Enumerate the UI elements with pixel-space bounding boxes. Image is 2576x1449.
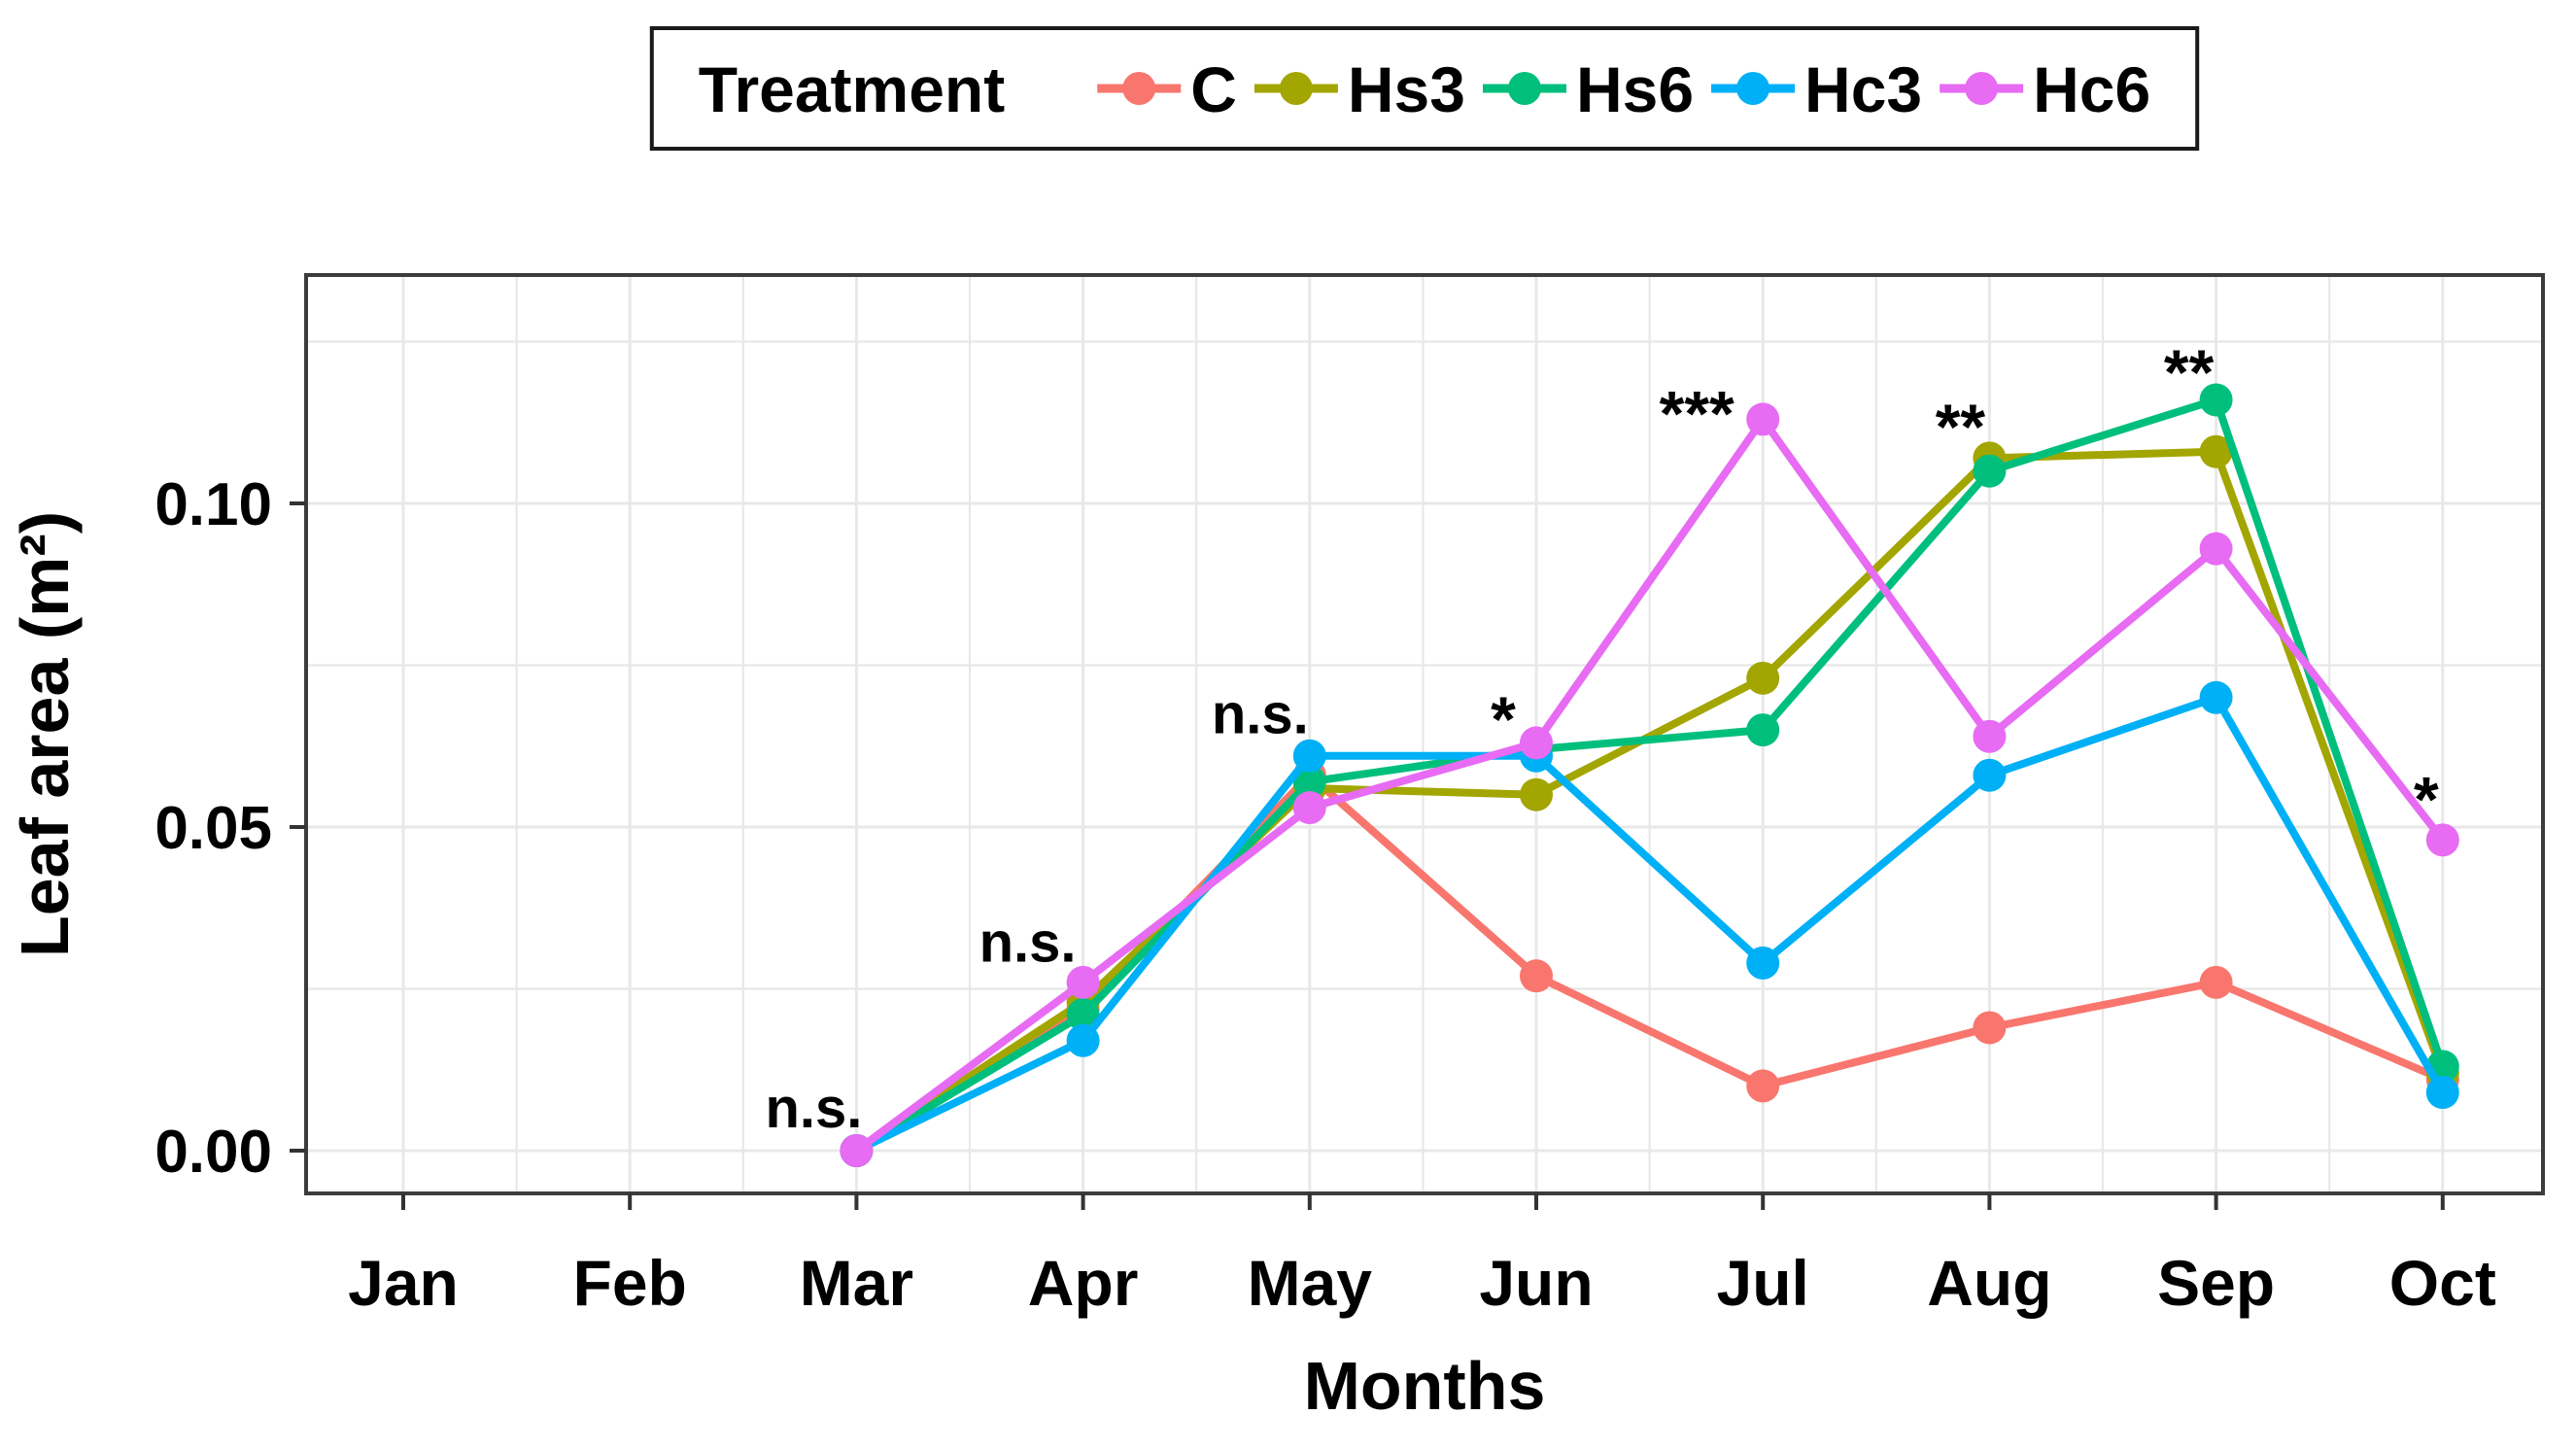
data-point-Hs6 [1746, 713, 1780, 747]
panel-border [304, 273, 2545, 1195]
significance-annotation-Sep: ** [2164, 336, 2215, 408]
data-point-Hc6 [1066, 965, 1100, 999]
legend-box: Treatment C Hs3 Hs6 Hc3 Hc6 [649, 26, 2200, 151]
data-point-Hc6 [1292, 791, 1326, 825]
data-point-Hs6 [2199, 383, 2233, 417]
data-point-C [1520, 959, 1553, 993]
data-point-C [1746, 1069, 1780, 1103]
data-point-Hc3 [1066, 1023, 1100, 1057]
data-point-Hc6 [1520, 726, 1553, 760]
significance-annotation-Aug: ** [1936, 391, 1986, 463]
legend-title: Treatment [699, 53, 1005, 125]
data-point-Hs6 [1292, 765, 1326, 799]
x-tick-label: Oct [2389, 1247, 2496, 1319]
data-point-Hc6 [2425, 823, 2459, 857]
x-tick-label: Jan [348, 1247, 459, 1319]
data-point-Hc6 [840, 1134, 874, 1167]
data-point-Hs3 [1520, 777, 1553, 811]
x-tick-label: Mar [800, 1247, 913, 1319]
plot-panel [306, 275, 2543, 1193]
y-tick-label: 0.10 [155, 471, 272, 538]
series-Hc6 [840, 402, 2459, 1167]
legend-entry-label: Hs3 [1348, 53, 1465, 125]
data-point-Hs3 [1746, 661, 1780, 695]
significance-annotation-Mar: n.s. [765, 1077, 862, 1140]
legend-entry-Hc3: Hc3 [1711, 53, 1922, 125]
legend-entry-label: Hc3 [1804, 53, 1922, 125]
data-point-Hc3 [1292, 739, 1326, 773]
legend-border [649, 26, 2200, 151]
legend-entry-label: C [1190, 53, 1237, 125]
legend-point-marker-icon [1965, 72, 1999, 105]
legend-entry-label: Hs6 [1576, 53, 1694, 125]
data-point-Hc6 [2199, 532, 2233, 566]
data-point-C [1973, 1011, 2007, 1045]
legend-entry-Hc6: Hc6 [1940, 53, 2150, 125]
y-axis-title: Leaf area (m²) [7, 511, 83, 957]
annotations: n.s.n.s.n.s. **** ***** [765, 336, 2439, 1140]
axis-ticks [290, 501, 2445, 1210]
legend-point-marker-icon [1736, 72, 1770, 105]
x-tick-label: Feb [573, 1247, 687, 1319]
series-line-Hc3 [852, 693, 2447, 1155]
x-tick-label: Sep [2157, 1247, 2275, 1319]
significance-annotation-Apr: n.s. [979, 912, 1077, 975]
legend-point-marker-icon [1122, 72, 1156, 105]
data-point-Hc3 [1746, 946, 1780, 980]
x-axis-title: Months [1304, 1348, 1546, 1424]
y-tick-label: 0.00 [155, 1119, 272, 1186]
data-point-Hc6 [1973, 719, 2007, 753]
legend-point-marker-icon [1279, 72, 1313, 105]
data-point-C [2199, 965, 2233, 999]
significance-annotation-Jun: * [1491, 683, 1516, 755]
series-line-Hs6 [852, 396, 2447, 1155]
data-point-Hs6 [1973, 454, 2007, 488]
x-tick-label: May [1248, 1247, 1373, 1319]
data-point-Hs3 [2199, 434, 2233, 468]
legend-point-marker-icon [1507, 72, 1541, 105]
legend-entry-label: Hc6 [2033, 53, 2150, 125]
significance-annotation-Oct: * [2414, 763, 2439, 835]
legend-entry-Hs6: Hs6 [1482, 53, 1694, 125]
data-point-Hc3 [2199, 680, 2233, 714]
x-tick-label: Aug [1927, 1247, 2051, 1319]
data-point-Hc6 [1746, 402, 1780, 436]
series-line-Hc6 [852, 415, 2447, 1155]
x-tick-label: Jun [1479, 1247, 1593, 1319]
axis-labels: 0.00 0.05 0.10 Jan Feb Mar Apr May Jun Jul Aug Sep O… [155, 471, 2495, 1319]
legend-entry-Hs3: Hs3 [1254, 53, 1465, 125]
data-point-Hc3 [2425, 1076, 2459, 1110]
y-tick-label: 0.05 [155, 795, 272, 862]
series-group [840, 383, 2459, 1167]
data-point-Hs6 [1066, 998, 1100, 1032]
x-tick-label: Jul [1717, 1247, 1809, 1319]
data-point-Hc3 [1973, 758, 2007, 792]
significance-annotation-May: n.s. [1212, 683, 1309, 746]
x-tick-label: Apr [1028, 1247, 1139, 1319]
significance-annotation-Jul: *** [1660, 377, 1735, 449]
legend-content: Treatment C Hs3 Hs6 Hc3 Hc6 [699, 53, 2150, 125]
legend-entry-C: C [1097, 53, 1237, 125]
